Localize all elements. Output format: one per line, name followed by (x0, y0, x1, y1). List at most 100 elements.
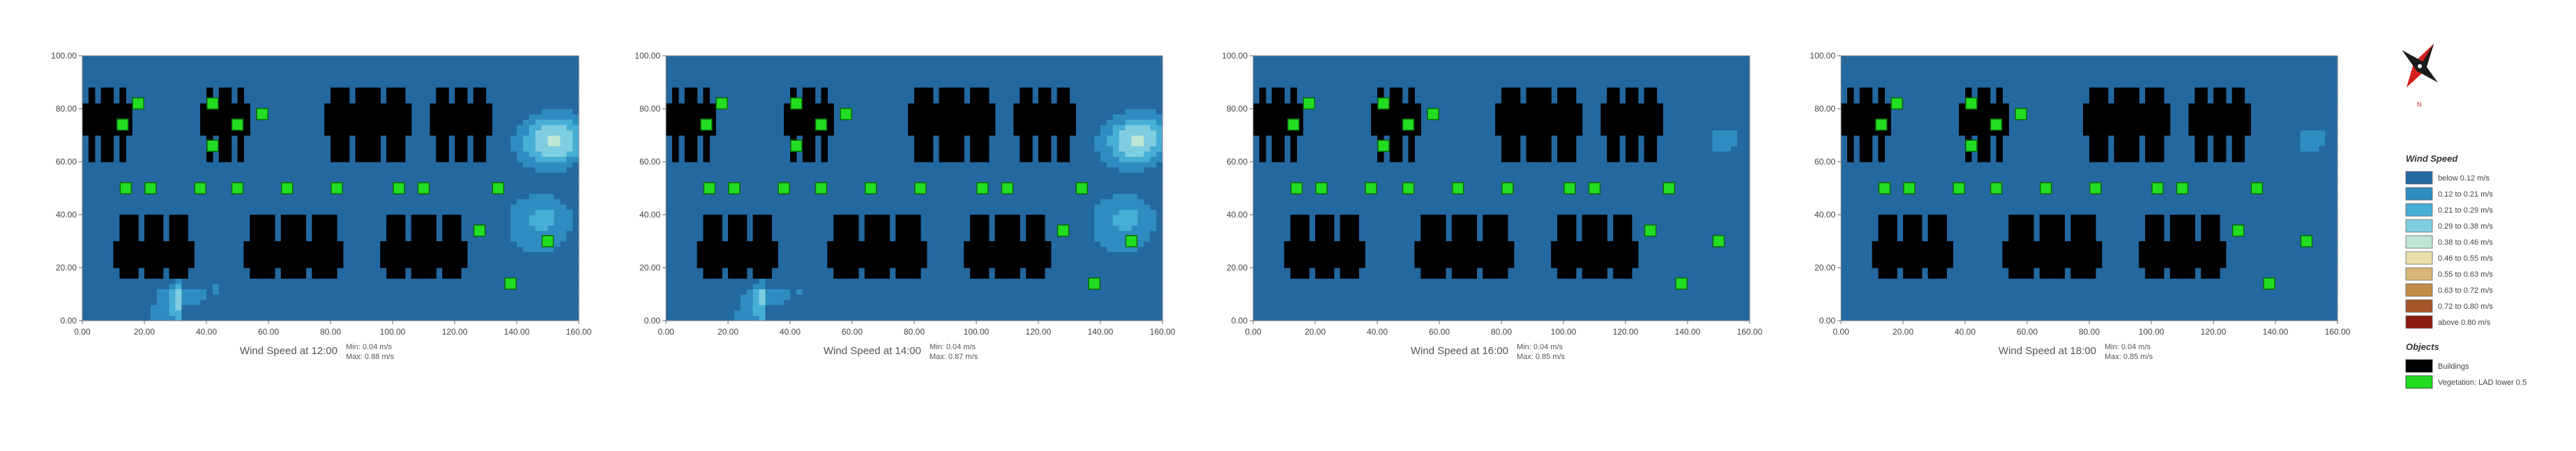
heatmap-cell (324, 299, 331, 305)
heatmap-cell (218, 199, 226, 205)
building-cell (156, 220, 164, 226)
heatmap-cell (144, 98, 151, 104)
heatmap-cell (498, 220, 505, 226)
heatmap-cell (287, 305, 294, 311)
building-cell (386, 103, 393, 109)
heatmap-cell (554, 209, 561, 215)
heatmap-cell (162, 204, 170, 210)
heatmap-cell (498, 315, 505, 321)
heatmap-cell (126, 289, 132, 295)
heatmap-cell (473, 283, 480, 289)
heatmap-cell (262, 87, 269, 93)
heatmap-cell (138, 230, 145, 236)
building-cell (361, 93, 368, 99)
building-cell (268, 252, 275, 258)
heatmap-cell (126, 177, 132, 183)
heatmap-cell (529, 257, 536, 263)
heatmap-cell (529, 289, 536, 295)
heatmap-cell (100, 167, 108, 173)
heatmap-cell (374, 278, 381, 284)
heatmap-cell (560, 66, 567, 72)
heatmap-cell (510, 230, 517, 236)
heatmap-cell (100, 236, 108, 242)
heatmap-cell (144, 162, 151, 168)
heatmap-cell (398, 66, 406, 72)
building-cell (206, 109, 213, 115)
heatmap-cell (417, 294, 425, 300)
building-cell (150, 273, 158, 279)
heatmap-cell (162, 220, 170, 226)
heatmap-cell (380, 309, 387, 316)
heatmap-cell (430, 289, 437, 295)
heatmap-cell (510, 135, 517, 142)
heatmap-cell (522, 305, 530, 311)
heatmap-cell (132, 119, 139, 125)
heatmap-cell (156, 135, 164, 142)
heatmap-cell (504, 262, 511, 268)
building-cell (436, 114, 443, 120)
building-cell (287, 230, 294, 236)
heatmap-cell (368, 56, 374, 62)
heatmap-cell (573, 140, 579, 146)
heatmap-cell (126, 98, 132, 104)
building-cell (386, 98, 393, 104)
heatmap-cell (460, 66, 468, 72)
heatmap-cell (212, 241, 220, 247)
heatmap-cell (293, 130, 301, 136)
heatmap-cell (293, 188, 301, 194)
heatmap-cell (293, 183, 301, 189)
heatmap-cell (554, 220, 561, 226)
heatmap-cell (268, 114, 275, 120)
heatmap-cell (200, 71, 207, 77)
heatmap-cell (547, 172, 554, 178)
heatmap-cell (560, 246, 567, 252)
heatmap-cell (467, 162, 474, 168)
building-cell (331, 156, 338, 162)
heatmap-cell (368, 299, 374, 305)
heatmap-cell (485, 204, 492, 210)
heatmap-cell (349, 183, 356, 189)
heatmap-cell (460, 209, 468, 215)
heatmap-cell (442, 82, 449, 89)
heatmap-cell (274, 209, 282, 215)
building-cell (455, 87, 462, 93)
heatmap-cell (355, 241, 363, 247)
heatmap-cell (156, 183, 164, 189)
heatmap-cell (305, 87, 312, 93)
heatmap-cell (404, 225, 412, 231)
building-cell (119, 146, 126, 152)
heatmap-cell (342, 236, 350, 242)
heatmap-cell (138, 309, 145, 316)
heatmap-cell (82, 193, 89, 199)
heatmap-cell (541, 230, 549, 236)
heatmap-cell (280, 130, 288, 136)
building-cell (144, 220, 151, 226)
heatmap-cell (312, 162, 319, 168)
heatmap-cell (206, 77, 213, 83)
building-cell (262, 257, 269, 263)
heatmap-cell (460, 220, 468, 226)
heatmap-cell (547, 109, 554, 115)
heatmap-cell (436, 309, 443, 316)
heatmap-cell (169, 199, 176, 205)
building-cell (287, 241, 294, 247)
heatmap-cell (535, 204, 543, 210)
building-cell (305, 252, 312, 258)
heatmap-cell (529, 156, 536, 162)
heatmap-cell (485, 77, 492, 83)
heatmap-cell (467, 61, 474, 67)
heatmap-cell (666, 283, 673, 289)
heatmap-cell (162, 209, 170, 215)
heatmap-cell (194, 204, 201, 210)
heatmap-cell (138, 215, 145, 221)
building-cell (287, 225, 294, 231)
heatmap-cell (380, 215, 387, 221)
building-cell (455, 124, 462, 130)
building-cell (417, 225, 425, 231)
heatmap-cell (398, 61, 406, 67)
building-cell (94, 119, 102, 125)
heatmap-cell (82, 241, 89, 247)
heatmap-cell (374, 71, 381, 77)
heatmap-cell (100, 209, 108, 215)
heatmap-cell (529, 82, 536, 89)
